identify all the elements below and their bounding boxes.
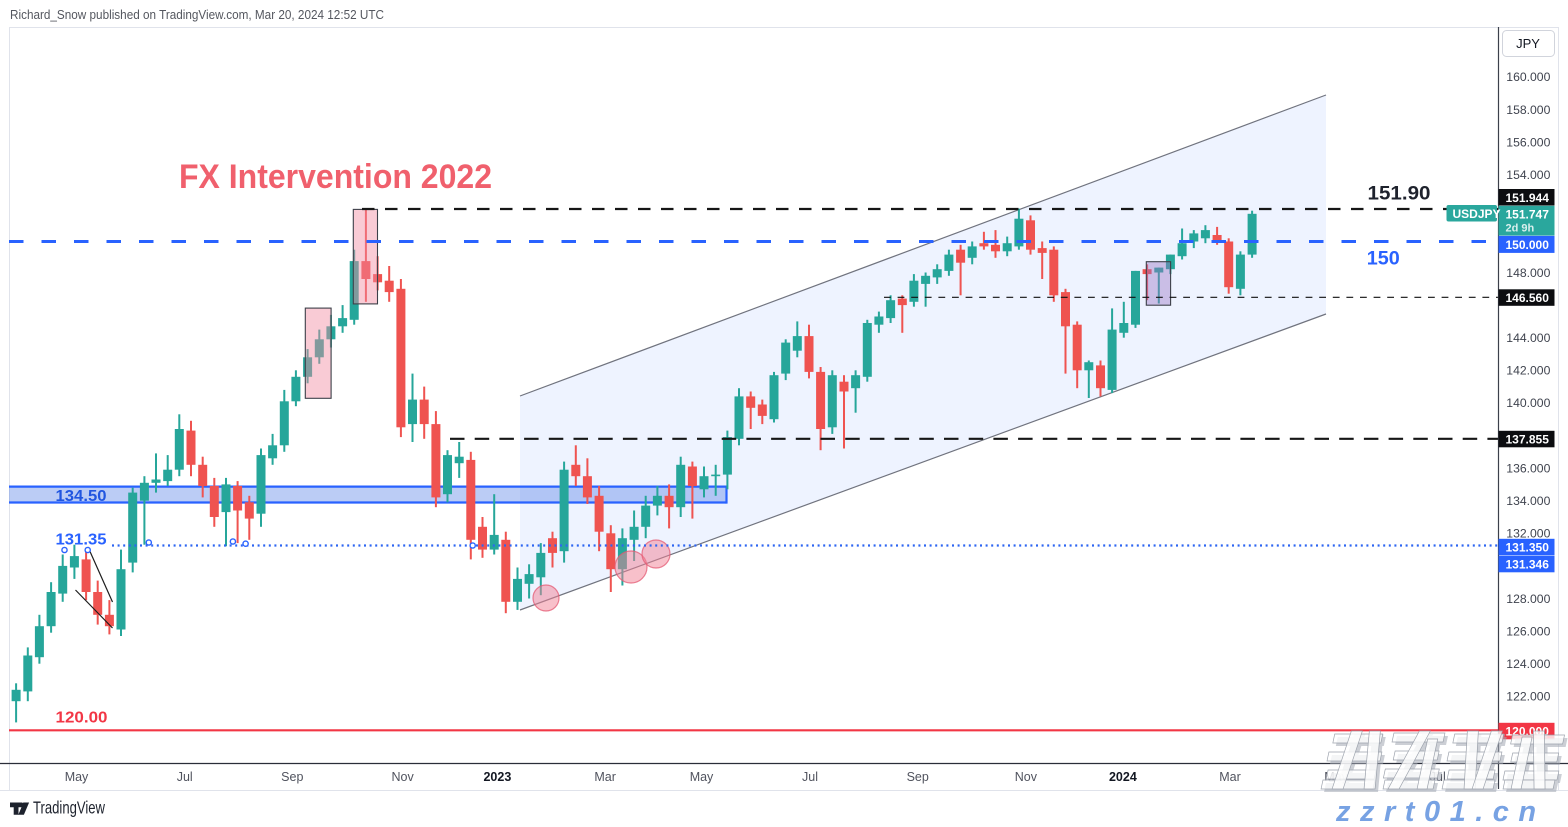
svg-text:Jul: Jul <box>177 770 193 784</box>
svg-text:151.90: 151.90 <box>1368 184 1431 205</box>
svg-text:151.747: 151.747 <box>1506 208 1550 222</box>
svg-text:TradingView: TradingView <box>33 798 105 818</box>
svg-text:2d 9h: 2d 9h <box>1506 223 1535 235</box>
svg-text:Mar: Mar <box>1219 770 1241 784</box>
svg-text:Sep: Sep <box>907 770 929 784</box>
svg-text:131.346: 131.346 <box>1506 558 1550 572</box>
svg-text:zzrt01.cn: zzrt01.cn <box>1335 796 1546 827</box>
svg-text:Jul: Jul <box>802 770 818 784</box>
svg-text:Sep: Sep <box>281 770 303 784</box>
svg-text:2024: 2024 <box>1109 770 1137 784</box>
svg-text:137.855: 137.855 <box>1506 433 1550 447</box>
svg-text:132.000: 132.000 <box>1506 527 1550 541</box>
svg-text:148.000: 148.000 <box>1506 266 1550 280</box>
svg-text:142.000: 142.000 <box>1506 364 1550 378</box>
svg-text:134.000: 134.000 <box>1506 494 1550 508</box>
svg-text:144.000: 144.000 <box>1506 331 1550 345</box>
svg-text:FX Intervention 2022: FX Intervention 2022 <box>179 158 492 196</box>
svg-text:USDJPY: USDJPY <box>1453 207 1501 221</box>
svg-text:158.000: 158.000 <box>1506 103 1550 117</box>
svg-text:134.50: 134.50 <box>56 488 107 505</box>
svg-text:151.944: 151.944 <box>1506 191 1550 205</box>
svg-text:120.00: 120.00 <box>56 710 108 727</box>
svg-text:128.000: 128.000 <box>1506 592 1550 606</box>
svg-text:150: 150 <box>1367 248 1400 269</box>
svg-text:2023: 2023 <box>483 770 511 784</box>
svg-text:150.000: 150.000 <box>1506 238 1550 252</box>
svg-text:Nov: Nov <box>391 770 414 784</box>
svg-text:122.000: 122.000 <box>1506 690 1550 704</box>
svg-text:Richard_Snow published on Trad: Richard_Snow published on TradingView.co… <box>10 7 384 22</box>
svg-text:140.000: 140.000 <box>1506 396 1550 410</box>
svg-text:131.350: 131.350 <box>1506 541 1550 555</box>
svg-text:Nov: Nov <box>1015 770 1038 784</box>
svg-text:May: May <box>690 770 714 784</box>
svg-text:131.35: 131.35 <box>56 531 107 548</box>
svg-text:Mar: Mar <box>594 770 616 784</box>
svg-text:124.000: 124.000 <box>1506 657 1550 671</box>
svg-text:May: May <box>65 770 89 784</box>
svg-text:154.000: 154.000 <box>1506 168 1550 182</box>
svg-text:156.000: 156.000 <box>1506 135 1550 149</box>
svg-text:126.000: 126.000 <box>1506 624 1550 638</box>
svg-text:JPY: JPY <box>1516 36 1540 51</box>
svg-text:160.000: 160.000 <box>1506 70 1550 84</box>
svg-text:136.000: 136.000 <box>1506 461 1550 475</box>
svg-text:146.560: 146.560 <box>1506 291 1550 305</box>
